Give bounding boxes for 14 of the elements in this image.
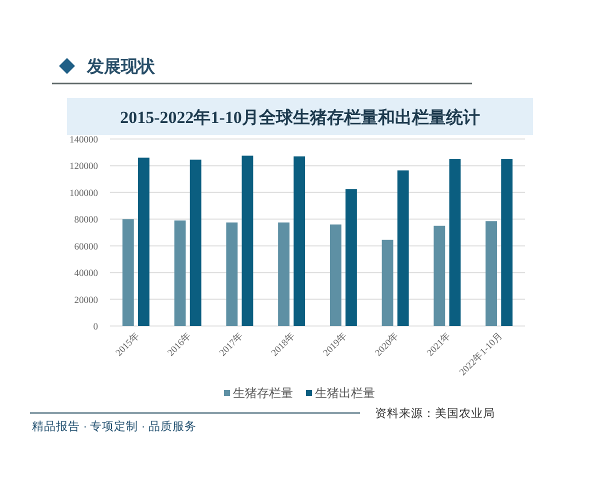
y-tick-label: 120000 [70, 162, 98, 172]
y-tick-label: 20000 [74, 296, 98, 306]
text: 精品报告 · 专项定制 · 品质服务 [32, 419, 196, 433]
legend-label: 生猪出栏量 [315, 386, 375, 400]
y-tick-label: 100000 [70, 188, 98, 199]
legend-label: 生猪存栏量 [233, 386, 293, 400]
heading: 发展现状 [87, 57, 155, 76]
title: 2015-2022年1-10月全球生猪存栏量和出栏量统计 [120, 108, 480, 127]
y-tick-label: 140000 [70, 136, 98, 146]
y-tick-label: 60000 [74, 242, 98, 252]
text: 资料来源：美国农业局 [375, 406, 495, 420]
y-tick-label: 80000 [74, 216, 98, 226]
y-tick-label: 40000 [74, 269, 98, 280]
y-tick-label: 0 [93, 322, 98, 332]
